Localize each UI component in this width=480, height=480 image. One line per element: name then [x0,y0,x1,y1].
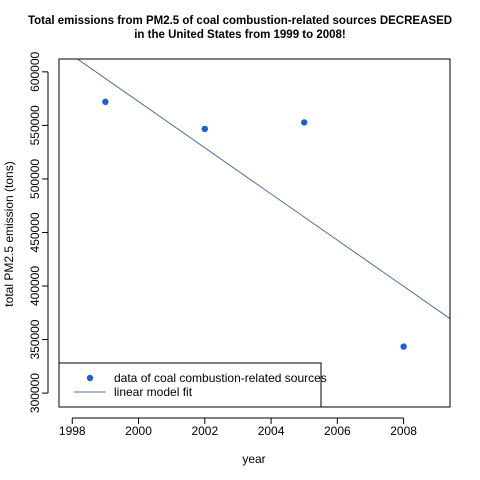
x-tick-label: 2002 [191,424,218,438]
y-tick-label: 300000 [28,373,42,413]
legend-label: data of coal combustion-related sources [114,371,327,385]
x-tick-label: 2000 [125,424,152,438]
x-axis-label: year [242,452,265,466]
y-tick-label: 550000 [28,105,42,145]
data-point [201,125,208,133]
data-point [400,343,407,350]
data-point [102,98,109,106]
legend-point-swatch [86,374,94,382]
x-tick-label: 2004 [258,424,285,438]
x-tick-label: 2008 [390,424,417,438]
plot-frame [58,58,451,408]
chart-title-line-2: in the United States from 1999 to 2008! [134,29,346,41]
legend-box [58,362,322,408]
y-tick-label: 450000 [28,212,42,252]
data-point [301,119,308,126]
linear-fit-line [76,59,450,320]
y-tick-label: 600000 [28,52,42,92]
y-tick-label: 500000 [28,159,42,199]
legend-label: linear model fit [114,385,193,399]
x-tick-label: 2006 [324,424,351,438]
y-tick-label: 350000 [28,319,42,359]
y-axis-label: total PM2.5 emission (tons) [2,161,16,306]
y-tick-label: 400000 [28,266,42,306]
x-tick-label: 1998 [59,424,86,438]
chart-title-line-1: Total emissions from PM2.5 of coal combu… [27,15,453,27]
